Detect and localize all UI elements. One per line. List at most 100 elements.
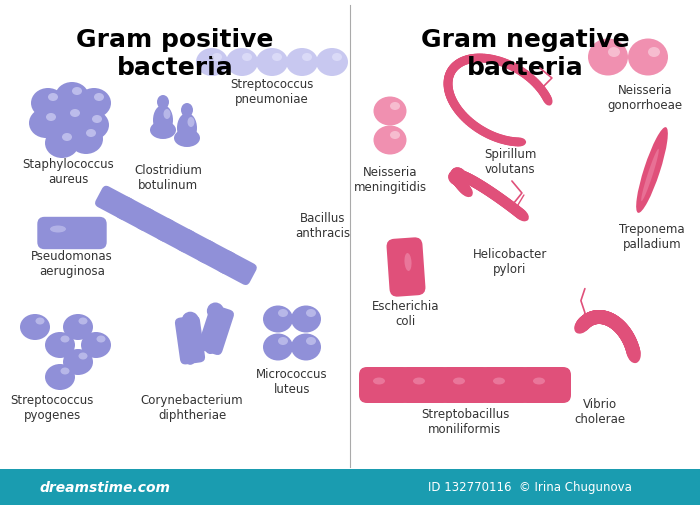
Ellipse shape bbox=[444, 72, 453, 86]
Ellipse shape bbox=[444, 83, 453, 97]
Ellipse shape bbox=[532, 80, 544, 92]
Ellipse shape bbox=[520, 70, 533, 81]
Ellipse shape bbox=[607, 316, 626, 333]
Text: Vibrio
cholerae: Vibrio cholerae bbox=[575, 397, 626, 425]
Ellipse shape bbox=[182, 312, 199, 329]
Ellipse shape bbox=[480, 184, 496, 198]
Ellipse shape bbox=[459, 173, 476, 185]
Ellipse shape bbox=[515, 67, 528, 78]
Ellipse shape bbox=[511, 207, 527, 221]
Ellipse shape bbox=[46, 114, 56, 122]
Ellipse shape bbox=[444, 77, 452, 91]
Ellipse shape bbox=[454, 58, 468, 68]
Ellipse shape bbox=[458, 112, 470, 123]
Ellipse shape bbox=[530, 78, 542, 90]
Ellipse shape bbox=[510, 138, 524, 147]
Ellipse shape bbox=[272, 54, 282, 62]
Ellipse shape bbox=[449, 170, 467, 181]
Ellipse shape bbox=[452, 174, 465, 190]
Text: Treponema
palladium: Treponema palladium bbox=[620, 223, 685, 250]
Ellipse shape bbox=[605, 314, 624, 331]
Ellipse shape bbox=[455, 179, 470, 194]
Ellipse shape bbox=[157, 96, 169, 110]
Ellipse shape bbox=[212, 54, 222, 62]
Ellipse shape bbox=[449, 170, 468, 181]
Ellipse shape bbox=[575, 315, 593, 333]
Ellipse shape bbox=[522, 72, 535, 83]
Ellipse shape bbox=[608, 316, 627, 334]
Ellipse shape bbox=[641, 149, 659, 202]
FancyBboxPatch shape bbox=[116, 197, 155, 232]
Ellipse shape bbox=[472, 124, 484, 134]
Ellipse shape bbox=[263, 334, 293, 361]
Ellipse shape bbox=[205, 344, 216, 355]
Ellipse shape bbox=[454, 106, 465, 118]
Ellipse shape bbox=[518, 69, 531, 80]
Ellipse shape bbox=[263, 306, 293, 333]
Ellipse shape bbox=[625, 338, 640, 359]
FancyBboxPatch shape bbox=[136, 208, 176, 242]
Ellipse shape bbox=[459, 56, 473, 66]
FancyBboxPatch shape bbox=[519, 367, 571, 403]
Ellipse shape bbox=[452, 175, 466, 190]
Ellipse shape bbox=[584, 311, 606, 325]
Ellipse shape bbox=[450, 170, 463, 187]
Ellipse shape bbox=[451, 168, 461, 186]
Ellipse shape bbox=[474, 55, 488, 64]
Ellipse shape bbox=[450, 171, 463, 188]
Ellipse shape bbox=[20, 315, 50, 340]
Ellipse shape bbox=[332, 54, 342, 62]
Ellipse shape bbox=[177, 114, 197, 144]
Ellipse shape bbox=[456, 180, 470, 195]
Ellipse shape bbox=[626, 342, 640, 364]
Ellipse shape bbox=[306, 337, 316, 345]
Ellipse shape bbox=[454, 171, 471, 183]
Ellipse shape bbox=[454, 177, 468, 193]
Ellipse shape bbox=[481, 129, 494, 139]
Ellipse shape bbox=[150, 122, 176, 140]
Ellipse shape bbox=[597, 312, 618, 327]
Ellipse shape bbox=[505, 137, 519, 146]
Ellipse shape bbox=[578, 313, 597, 330]
Ellipse shape bbox=[306, 310, 316, 317]
Ellipse shape bbox=[452, 176, 466, 191]
Ellipse shape bbox=[484, 55, 497, 65]
Ellipse shape bbox=[615, 321, 632, 340]
Ellipse shape bbox=[291, 306, 321, 333]
Text: Helicobacter
pylori: Helicobacter pylori bbox=[473, 247, 547, 275]
FancyBboxPatch shape bbox=[359, 367, 411, 403]
Ellipse shape bbox=[581, 311, 603, 326]
Ellipse shape bbox=[585, 311, 607, 325]
Ellipse shape bbox=[603, 314, 624, 330]
Text: Clostridium
botulinum: Clostridium botulinum bbox=[134, 164, 202, 191]
Ellipse shape bbox=[77, 89, 111, 119]
Ellipse shape bbox=[616, 323, 634, 343]
Ellipse shape bbox=[374, 126, 407, 155]
Ellipse shape bbox=[444, 85, 454, 99]
Ellipse shape bbox=[446, 91, 456, 105]
Ellipse shape bbox=[504, 201, 519, 215]
Ellipse shape bbox=[458, 172, 475, 185]
Ellipse shape bbox=[600, 312, 621, 328]
Ellipse shape bbox=[606, 315, 625, 332]
Ellipse shape bbox=[45, 332, 75, 358]
Ellipse shape bbox=[78, 318, 88, 325]
Ellipse shape bbox=[455, 171, 472, 183]
Text: Neisseria
meningitidis: Neisseria meningitidis bbox=[354, 166, 426, 193]
Ellipse shape bbox=[453, 176, 467, 192]
Ellipse shape bbox=[577, 313, 596, 330]
Ellipse shape bbox=[524, 73, 536, 85]
FancyBboxPatch shape bbox=[198, 306, 234, 356]
Text: Neisseria
gonorrhoeae: Neisseria gonorrhoeae bbox=[608, 84, 682, 112]
Ellipse shape bbox=[450, 169, 462, 187]
Text: Streptobacillus
moniliformis: Streptobacillus moniliformis bbox=[421, 407, 509, 435]
Ellipse shape bbox=[624, 335, 639, 356]
Text: Escherichia
coli: Escherichia coli bbox=[372, 299, 440, 327]
Ellipse shape bbox=[447, 93, 456, 107]
Ellipse shape bbox=[453, 59, 466, 69]
Ellipse shape bbox=[390, 132, 400, 140]
Ellipse shape bbox=[278, 337, 288, 345]
Ellipse shape bbox=[576, 314, 595, 331]
Text: ID 132770116  © Irina Chugunova: ID 132770116 © Irina Chugunova bbox=[428, 481, 632, 493]
Ellipse shape bbox=[188, 118, 195, 128]
